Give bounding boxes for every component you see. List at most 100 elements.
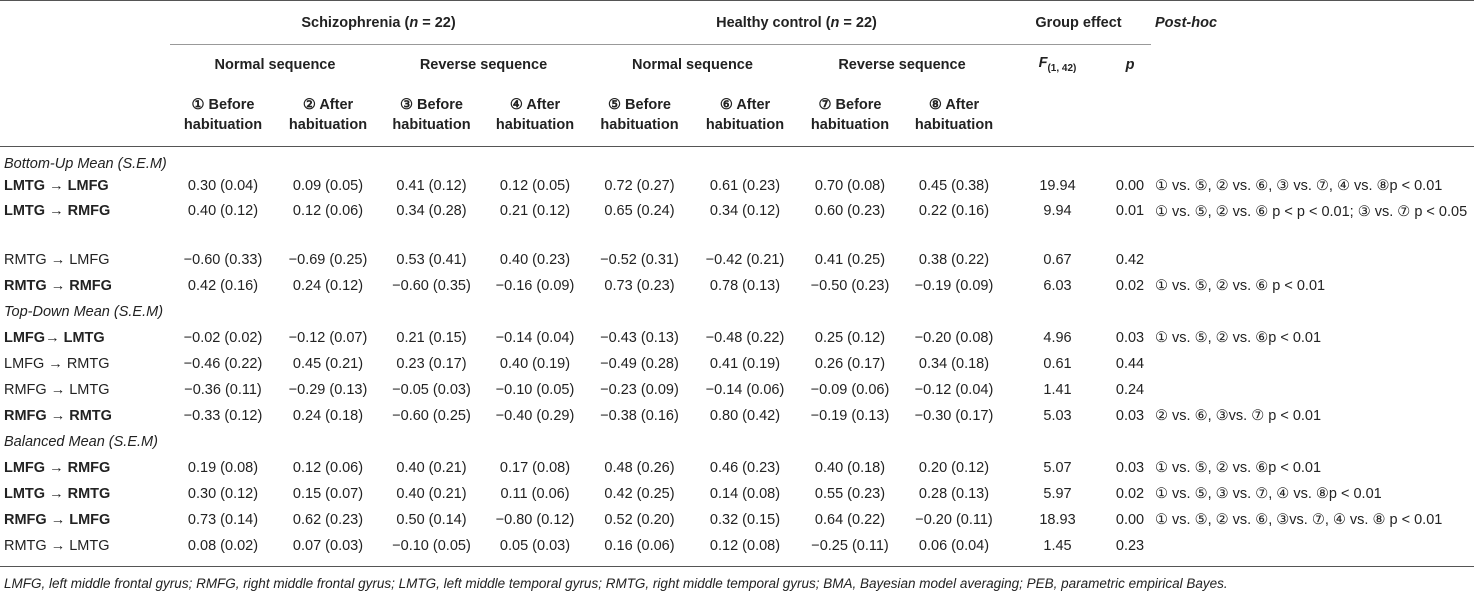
posthoc-cell: ① vs. ⑤, ② vs. ⑥p < 0.01: [1155, 459, 1322, 476]
value-cell: −0.42 (0.21): [705, 251, 785, 268]
connection-label: LMFG→ LMTG: [4, 329, 105, 346]
group-header-schizophrenia: Schizophrenia (n = 22): [170, 0, 587, 45]
value-cell: 0.52 (0.20): [604, 511, 675, 528]
table-row: LMTG → RMFG 0.40 (0.12) 0.12 (0.06) 0.34 (0…: [0, 199, 1474, 247]
value-cell: 0.41 (0.25): [814, 251, 886, 268]
value-cell: −0.30 (0.17): [914, 407, 994, 424]
section-row: Top-Down Mean (S.E.M): [0, 299, 1474, 325]
section-title: Balanced Mean (S.E.M): [4, 433, 158, 450]
subgroup-reverse-sequence: Reverse sequence: [798, 44, 1006, 85]
value-cell: 0.26 (0.17): [814, 355, 886, 372]
group-header-group-effect: Group effect: [1006, 0, 1152, 45]
section-title: Top-Down Mean (S.E.M): [4, 303, 164, 320]
value-cell: −0.20 (0.08): [914, 329, 994, 346]
posthoc-cell: [1151, 533, 1474, 559]
value-cell: 0.46 (0.23): [709, 459, 781, 476]
value-cell: −0.12 (0.04): [914, 381, 994, 398]
value-cell: −0.09 (0.06): [810, 381, 890, 398]
table-row: RMFG → LMFG 0.73 (0.14) 0.62 (0.23) 0.50 (0…: [0, 507, 1474, 533]
value-cell: −0.50 (0.23): [810, 277, 890, 294]
subgroup-normal-sequence: Normal sequence: [587, 44, 798, 85]
value-cell: 0.40 (0.19): [499, 355, 571, 372]
posthoc-cell: [1151, 351, 1474, 377]
value-cell: 0.65 (0.24): [604, 202, 675, 219]
value-cell: 0.12 (0.06): [292, 459, 364, 476]
value-cell: 0.34 (0.12): [709, 202, 781, 219]
value-cell: 0.05 (0.03): [499, 537, 571, 554]
p-value-cell: 0.00: [1115, 511, 1145, 528]
value-cell: 0.34 (0.28): [396, 202, 467, 219]
p-value-cell: 0.01: [1115, 202, 1145, 219]
f-value-cell: 5.03: [1043, 407, 1072, 424]
value-cell: −0.10 (0.05): [392, 537, 471, 554]
value-cell: 0.24 (0.18): [292, 407, 364, 424]
column-header: ① Before habituation: [170, 84, 276, 147]
value-cell: 0.42 (0.25): [604, 485, 675, 502]
value-cell: 0.09 (0.05): [292, 177, 364, 194]
value-cell: 0.19 (0.08): [187, 459, 259, 476]
value-cell: −0.46 (0.22): [183, 355, 263, 372]
connection-label: RMTG → RMFG: [4, 277, 112, 294]
connection-label: RMFG → RMTG: [4, 407, 112, 424]
value-cell: 0.40 (0.18): [814, 459, 886, 476]
footnote-row: LMFG, left middle frontal gyrus; RMFG, r…: [0, 567, 1474, 601]
stat-header-p: p: [1109, 44, 1152, 85]
value-cell: −0.10 (0.05): [495, 381, 575, 398]
connection-label: RMFG → LMTG: [4, 381, 110, 398]
f-value-cell: 5.97: [1043, 485, 1072, 502]
f-value-cell: 0.67: [1043, 251, 1072, 268]
column-header: ③ Before habituation: [380, 84, 483, 147]
value-cell: 0.30 (0.04): [187, 177, 259, 194]
value-cell: −0.29 (0.13): [288, 381, 368, 398]
value-cell: 0.11 (0.06): [500, 485, 570, 502]
table-row: LMFG → RMFG 0.19 (0.08) 0.12 (0.06) 0.40 (0…: [0, 455, 1474, 481]
value-cell: 0.64 (0.22): [814, 511, 886, 528]
section-row: Balanced Mean (S.E.M): [0, 429, 1474, 455]
value-cell: −0.48 (0.22): [705, 329, 785, 346]
value-cell: 0.42 (0.16): [187, 277, 259, 294]
connection-label: RMTG → LMTG: [4, 537, 110, 554]
p-value-cell: 0.42: [1115, 251, 1145, 268]
value-cell: −0.23 (0.09): [600, 381, 679, 398]
table-row: RMFG → RMTG −0.33 (0.12) 0.24 (0.18) −0.60 …: [0, 403, 1474, 429]
value-cell: −0.60 (0.33): [183, 251, 263, 268]
table-row: RMTG → RMFG 0.42 (0.16) 0.24 (0.12) −0.60 (…: [0, 273, 1474, 299]
value-cell: 0.40 (0.21): [396, 485, 467, 502]
value-cell: 0.80 (0.42): [709, 407, 781, 424]
f-value-cell: 5.07: [1043, 459, 1072, 476]
value-cell: 0.38 (0.22): [918, 251, 990, 268]
value-cell: 0.14 (0.08): [709, 485, 781, 502]
group-header-healthy-control: Healthy control (n = 22): [587, 0, 1006, 45]
value-cell: −0.19 (0.09): [914, 277, 994, 294]
stat-header-f: F(1, 42): [1006, 44, 1109, 85]
value-cell: 0.24 (0.12): [292, 277, 364, 294]
value-cell: −0.14 (0.04): [495, 329, 575, 346]
value-cell: −0.40 (0.29): [495, 407, 575, 424]
value-cell: −0.43 (0.13): [600, 329, 679, 346]
f-value-cell: 18.93: [1039, 511, 1076, 528]
column-header: ⑦ Before habituation: [798, 84, 902, 147]
value-cell: −0.80 (0.12): [495, 511, 575, 528]
value-cell: −0.33 (0.12): [183, 407, 263, 424]
subgroup-normal-sequence: Normal sequence: [170, 44, 380, 85]
connection-label: LMFG → RMTG: [4, 355, 110, 372]
table-row: LMFG→ LMTG −0.02 (0.02) −0.12 (0.07) 0.21 (…: [0, 325, 1474, 351]
value-cell: 0.34 (0.18): [918, 355, 990, 372]
section-row: Bottom-Up Mean (S.E.M): [0, 147, 1474, 173]
group-header-posthoc: Post-hoc: [1151, 0, 1474, 45]
value-cell: 0.15 (0.07): [292, 485, 364, 502]
value-cell: 0.62 (0.23): [292, 511, 364, 528]
f-value-cell: 6.03: [1043, 277, 1072, 294]
value-cell: −0.05 (0.03): [392, 381, 471, 398]
value-cell: 0.23 (0.17): [396, 355, 467, 372]
value-cell: 0.32 (0.15): [709, 511, 781, 528]
value-cell: −0.38 (0.16): [600, 407, 679, 424]
value-cell: −0.49 (0.28): [600, 355, 679, 372]
value-cell: −0.69 (0.25): [288, 251, 368, 268]
value-cell: 0.40 (0.21): [396, 459, 467, 476]
column-header: ④ After habituation: [483, 84, 587, 147]
value-cell: 0.55 (0.23): [814, 485, 886, 502]
footnote: LMFG, left middle frontal gyrus; RMFG, r…: [4, 576, 1228, 592]
